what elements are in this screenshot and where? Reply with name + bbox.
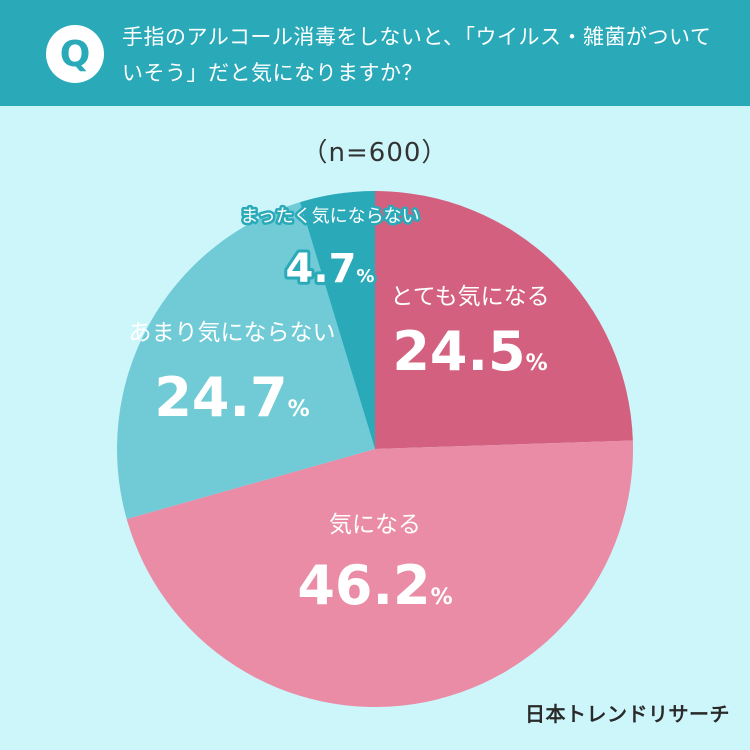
slice-value-2: 46.2% (297, 554, 452, 617)
pie-slice-2 (126, 440, 633, 707)
pie-slice-1 (375, 191, 633, 449)
slice-label-4: まったく気にならない (240, 206, 419, 227)
pie-slice-3 (117, 202, 376, 519)
question-text: 手指のアルコール消毒をしないと、「ウイルス・雑菌がついていそう」だと気になります… (122, 25, 712, 85)
slice-label-3: あまり気にならない (129, 320, 336, 346)
pie-slice-4 (299, 191, 375, 449)
slice-label-2: 気になる (329, 512, 421, 538)
slice-value-4: 4.7% (286, 246, 375, 292)
question-header: Q 手指のアルコール消毒をしないと、「ウイルス・雑菌がついていそう」だと気になり… (0, 0, 750, 106)
sample-size-label: （n=600） (301, 138, 449, 168)
slice-value-1: 24.5% (392, 320, 547, 383)
brand-logo: 日本トレンドリサーチ (525, 702, 730, 726)
q-badge: Q (46, 25, 104, 83)
slice-label-1: とても気になる (390, 284, 549, 310)
slice-value-3: 24.7% (154, 366, 309, 429)
